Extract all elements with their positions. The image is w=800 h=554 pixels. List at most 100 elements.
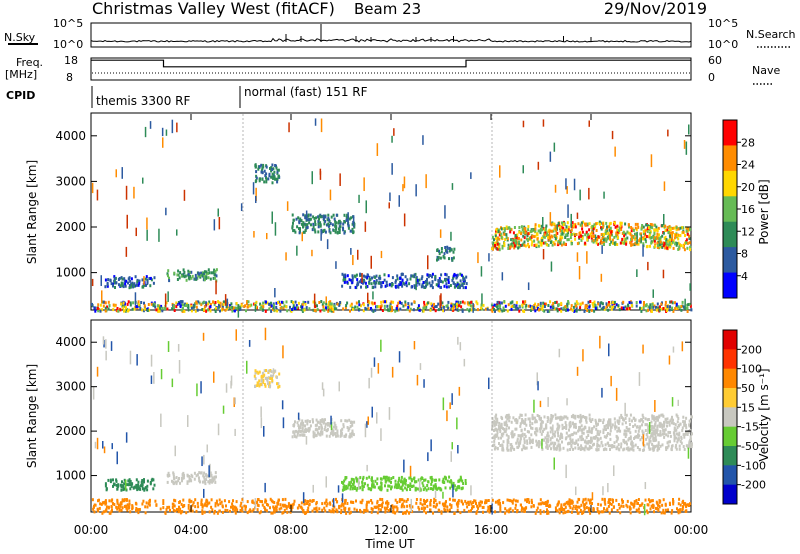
data-cell (190, 309, 193, 313)
sparse-echo (115, 169, 117, 178)
data-cell (190, 270, 193, 274)
data-cell (628, 306, 631, 310)
data-cell (260, 379, 263, 383)
data-cell (187, 269, 190, 273)
data-cell (267, 503, 270, 507)
data-cell (391, 504, 394, 508)
data-cell (552, 305, 555, 309)
sparse-echo (357, 249, 359, 260)
data-cell (530, 440, 533, 443)
data-cell (556, 503, 559, 507)
data-cell (354, 305, 357, 309)
data-cell (642, 416, 645, 419)
data-cell (412, 308, 415, 312)
data-cell (518, 304, 521, 308)
data-cell (440, 250, 443, 254)
data-cell (507, 510, 510, 514)
data-cell (329, 502, 332, 506)
data-cell (596, 439, 599, 443)
data-cell (672, 418, 674, 422)
data-cell (491, 306, 494, 309)
data-cell (597, 302, 600, 306)
data-cell (621, 498, 623, 502)
data-cell (564, 437, 567, 441)
data-cell (438, 249, 440, 253)
data-cell (606, 507, 609, 511)
data-cell (126, 483, 129, 487)
data-cell (567, 509, 570, 513)
data-cell (596, 238, 599, 242)
data-cell (553, 227, 556, 231)
sparse-echo (274, 222, 277, 236)
data-cell (443, 481, 446, 484)
data-cell (644, 304, 647, 308)
data-cell (592, 238, 595, 242)
data-cell (340, 511, 342, 515)
data-cell (558, 308, 561, 312)
data-cell (146, 307, 149, 311)
data-cell (352, 483, 355, 487)
data-cell (588, 440, 591, 443)
data-cell (458, 286, 461, 290)
data-cell (146, 505, 149, 509)
data-cell (617, 427, 620, 431)
data-cell (586, 222, 589, 226)
data-cell (671, 240, 674, 244)
sparse-echo (266, 233, 268, 240)
data-cell (630, 243, 633, 247)
data-cell (180, 510, 183, 514)
data-cell (688, 442, 691, 446)
data-cell (496, 428, 499, 432)
data-cell (318, 217, 320, 221)
data-cell (592, 227, 595, 231)
data-cell (186, 474, 189, 478)
data-cell (638, 510, 641, 514)
data-cell (179, 507, 182, 511)
data-cell (447, 278, 450, 282)
data-cell (513, 305, 515, 309)
data-cell (255, 176, 258, 180)
data-cell (270, 166, 273, 170)
data-cell (687, 445, 690, 449)
data-cell (415, 501, 418, 505)
data-cell (192, 501, 195, 505)
data-cell (435, 485, 437, 489)
sparse-echo (288, 122, 290, 133)
data-cell (490, 308, 493, 312)
data-cell (554, 227, 557, 230)
data-cell (191, 274, 194, 278)
data-cell (291, 224, 294, 228)
data-cell (523, 227, 526, 231)
data-cell (331, 223, 334, 227)
data-cell (408, 504, 411, 508)
data-cell (599, 304, 602, 308)
data-cell (536, 414, 539, 417)
data-cell (346, 280, 349, 284)
data-cell (683, 502, 685, 506)
data-cell (392, 508, 395, 512)
data-cell (602, 305, 605, 309)
data-cell (655, 438, 658, 442)
data-cell (230, 302, 233, 306)
data-cell (421, 275, 424, 279)
data-cell (440, 306, 443, 310)
data-cell (292, 304, 295, 308)
data-cell (104, 509, 107, 513)
data-cell (385, 280, 388, 284)
data-cell (624, 222, 627, 226)
data-cell (426, 301, 429, 305)
data-cell (603, 243, 605, 246)
data-cell (389, 302, 392, 306)
data-cell (155, 503, 158, 507)
data-cell (415, 480, 418, 484)
data-cell (580, 444, 583, 448)
data-cell (461, 300, 464, 304)
data-cell (664, 229, 667, 232)
data-cell (456, 504, 459, 508)
sparse-echo (601, 245, 603, 254)
data-cell (185, 304, 187, 307)
data-cell (557, 434, 560, 438)
data-cell (277, 382, 280, 386)
data-cell (523, 240, 526, 244)
data-cell (195, 276, 198, 280)
